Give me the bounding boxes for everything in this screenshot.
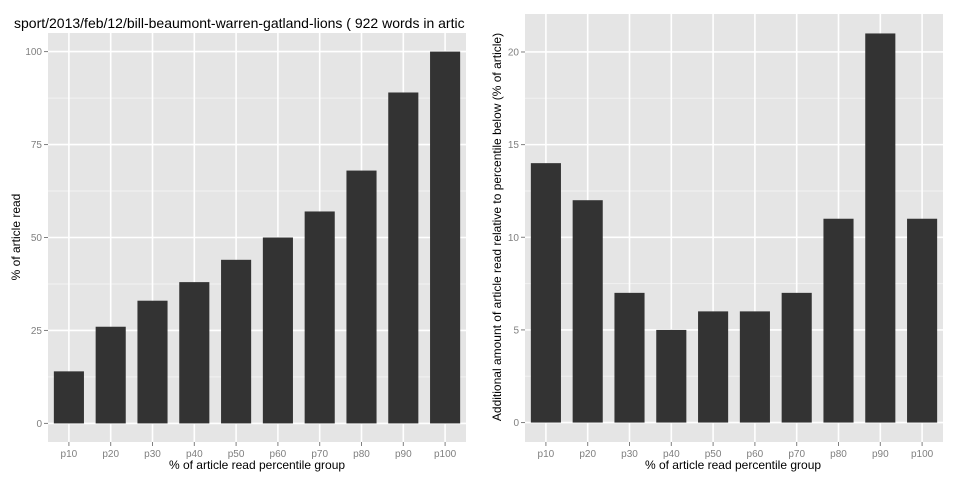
bar-right-p100 <box>907 218 938 423</box>
x-tick-label: p50 <box>705 449 722 460</box>
bar-left-p50 <box>221 259 252 424</box>
y-axis-label-right: Additional amount of article read relati… <box>490 33 504 421</box>
y-tick-label: 15 <box>508 140 520 151</box>
x-tick-label: p90 <box>395 449 412 460</box>
x-tick-label: p70 <box>311 449 328 460</box>
bar-right-p60 <box>739 311 770 423</box>
bar-right-p50 <box>698 311 729 423</box>
x-tick-label: p20 <box>102 449 119 460</box>
bar-left-p70 <box>304 211 335 424</box>
x-tick-label: p10 <box>61 449 78 460</box>
bar-left-p40 <box>179 282 210 424</box>
bar-left-p20 <box>95 326 126 424</box>
bar-right-p30 <box>614 292 645 423</box>
bar-left-p100 <box>430 51 461 424</box>
y-tick-label: 0 <box>36 419 42 430</box>
x-tick-label: p90 <box>872 449 889 460</box>
x-tick-label: p30 <box>144 449 161 460</box>
bar-left-p30 <box>137 300 168 424</box>
bar-right-p80 <box>823 218 854 423</box>
x-tick-label: p100 <box>911 449 934 460</box>
bar-right-p20 <box>572 200 603 423</box>
x-tick-label: p60 <box>270 449 287 460</box>
y-tick-label: 20 <box>508 47 520 58</box>
bar-left-p10 <box>53 371 84 424</box>
y-tick-label: 10 <box>508 233 520 244</box>
chart-left: 0 25 50 75 100 p10 p20 p30 p40 p50 p60 p70 p80 p90 p10… <box>25 33 466 460</box>
bar-right-p70 <box>781 292 812 423</box>
chart-right: 0 5 10 15 20 p10 p20 p30 p40 p50 p60 p70 p80 p90 p100 <box>508 14 943 460</box>
bar-right-p40 <box>656 329 687 423</box>
bar-right-p90 <box>865 33 896 423</box>
x-tick-label: p50 <box>228 449 245 460</box>
y-tick-label: 5 <box>513 325 519 336</box>
bar-right-p10 <box>530 163 561 423</box>
x-tick-label: p100 <box>434 449 457 460</box>
x-tick-label: p40 <box>186 449 203 460</box>
x-tick-label: p80 <box>830 449 847 460</box>
x-tick-label: p30 <box>621 449 638 460</box>
bar-left-p80 <box>346 170 377 424</box>
y-tick-label: 100 <box>25 47 42 58</box>
x-tick-label: p10 <box>538 449 555 460</box>
x-tick-label: p80 <box>353 449 370 460</box>
y-tick-label: 0 <box>513 418 519 429</box>
bar-left-p90 <box>388 92 419 424</box>
y-tick-label: 50 <box>31 233 43 244</box>
bar-left-p60 <box>262 237 293 424</box>
x-tick-label: p60 <box>747 449 764 460</box>
x-tick-label: p70 <box>788 449 805 460</box>
x-tick-label: p20 <box>579 449 596 460</box>
x-tick-label: p40 <box>663 449 680 460</box>
chart-title-left: sport/2013/feb/12/bill-beaumont-warren-g… <box>14 15 465 31</box>
y-tick-label: 75 <box>31 140 43 151</box>
x-axis-label-left: % of article read percentile group <box>169 458 345 472</box>
x-axis-label-right: % of article read percentile group <box>645 458 821 472</box>
y-tick-label: 25 <box>31 326 43 337</box>
y-axis-label-left: % of article read <box>9 194 23 281</box>
